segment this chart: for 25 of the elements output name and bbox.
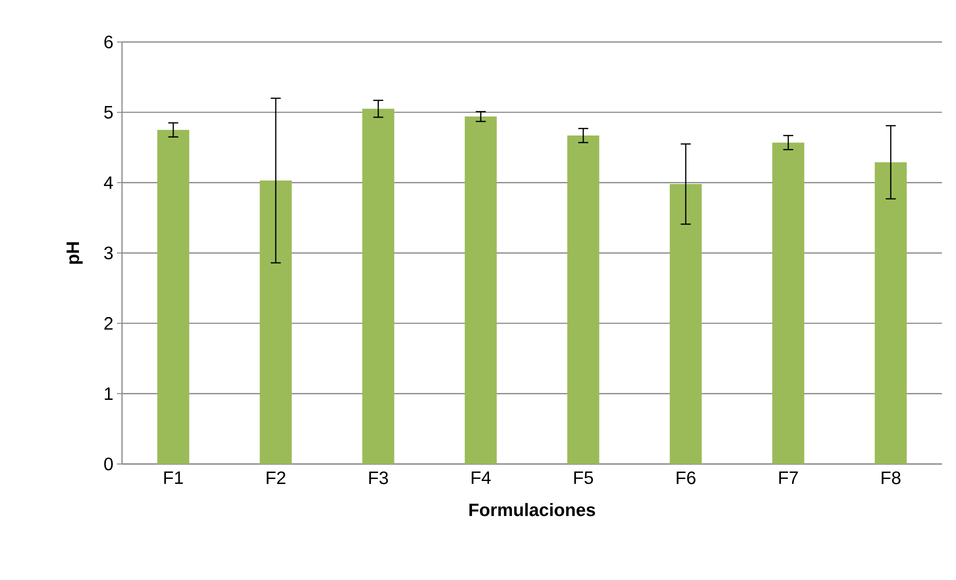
x-tick-label: F5 — [574, 472, 593, 484]
x-tick-label: F3 — [369, 471, 388, 484]
x-tick-label: F2 — [266, 471, 286, 484]
x-tick-label: F4 — [472, 472, 491, 484]
bar — [772, 142, 804, 464]
x-axis-title: Formulaciones — [469, 503, 596, 516]
bar — [567, 136, 600, 464]
y-tick-label: 4 — [104, 176, 113, 189]
bar — [362, 108, 394, 464]
y-tick-label: 2 — [104, 317, 113, 330]
x-tick-label: F8 — [882, 471, 900, 484]
y-tick-label: 3 — [104, 246, 113, 260]
y-axis-title: pH — [66, 242, 83, 264]
x-tick-label: F1 — [164, 472, 183, 484]
bar — [260, 180, 292, 464]
bar — [464, 116, 497, 464]
y-tick-label: 0 — [104, 458, 113, 470]
bar — [874, 162, 907, 464]
x-tick-label: F7 — [779, 472, 798, 484]
bar — [670, 184, 702, 464]
y-tick-label: 5 — [104, 106, 113, 119]
x-tick-label: F6 — [676, 471, 696, 484]
y-tick-label: 6 — [104, 36, 113, 48]
y-tick-label: 1 — [104, 387, 113, 400]
bar — [157, 130, 190, 464]
